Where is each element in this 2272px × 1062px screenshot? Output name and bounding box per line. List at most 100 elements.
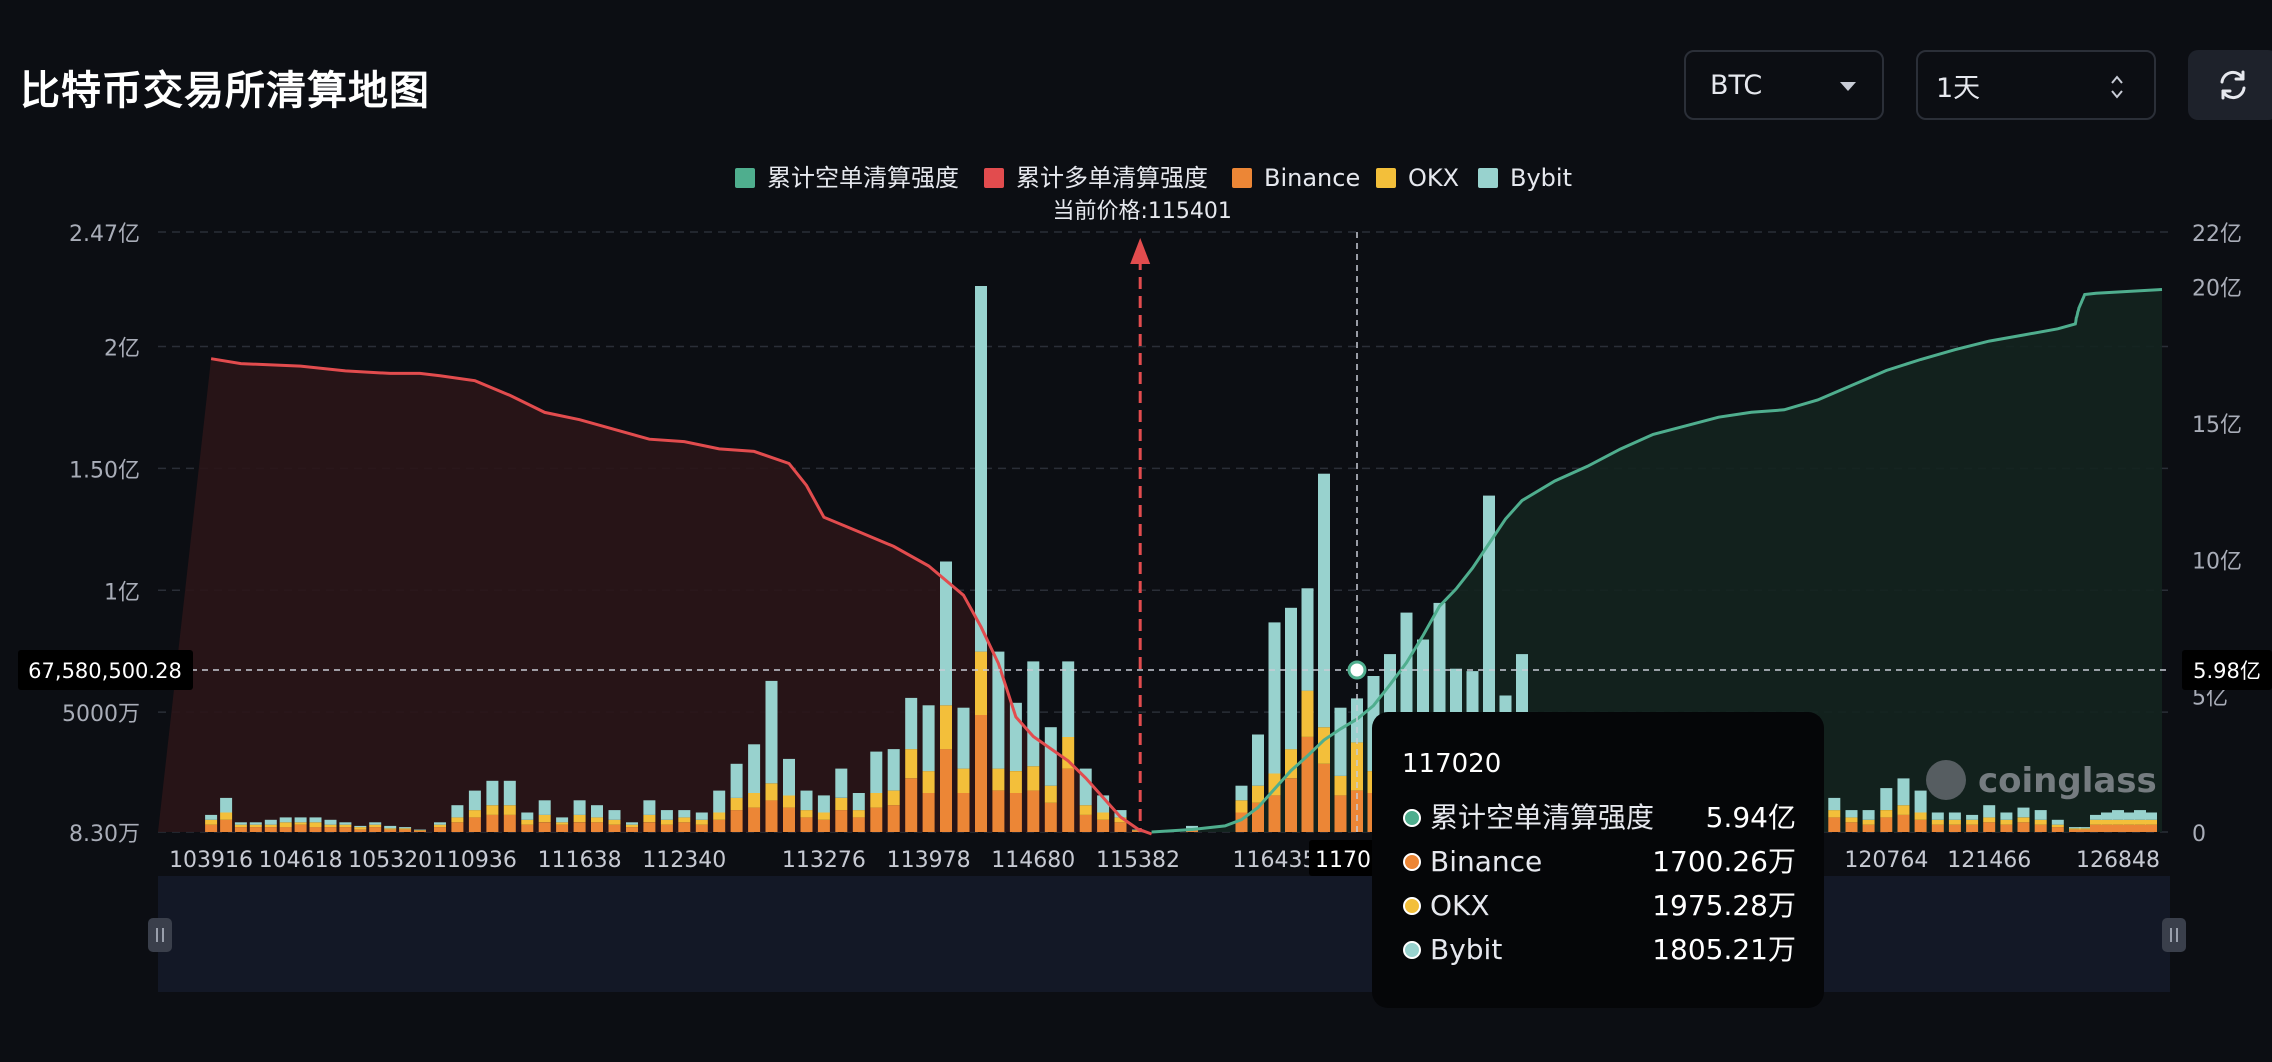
bar-binance[interactable] (2112, 824, 2124, 832)
bar-binance[interactable] (713, 819, 726, 832)
bar-bybit[interactable] (905, 697, 918, 750)
bar-bybit[interactable] (1983, 805, 1996, 818)
bar-okx[interactable] (324, 824, 337, 828)
bar-okx[interactable] (234, 824, 247, 828)
bar-bybit[interactable] (249, 822, 262, 825)
bar-bybit[interactable] (309, 817, 322, 823)
bar-binance[interactable] (660, 824, 673, 832)
bar-binance[interactable] (1845, 822, 1858, 832)
bar-okx[interactable] (713, 812, 726, 820)
bar-okx[interactable] (451, 817, 464, 823)
bar-okx[interactable] (1097, 812, 1110, 820)
bar-bybit[interactable] (765, 680, 778, 784)
bar-binance[interactable] (730, 810, 743, 832)
bar-okx[interactable] (1268, 773, 1281, 796)
bar-okx[interactable] (800, 810, 813, 818)
bar-binance[interactable] (1268, 795, 1281, 832)
bar-okx[interactable] (975, 651, 987, 715)
bar-binance[interactable] (1027, 790, 1040, 832)
bar-binance[interactable] (451, 822, 464, 832)
range-slider[interactable] (158, 876, 2170, 992)
bar-bybit[interactable] (1186, 825, 1198, 829)
bar-okx[interactable] (2134, 819, 2146, 825)
bar-bybit[interactable] (2051, 819, 2064, 825)
bar-okx[interactable] (626, 824, 638, 828)
bar-binance[interactable] (905, 778, 918, 832)
legend-swatch[interactable] (1376, 168, 1396, 188)
bar-bybit[interactable] (2034, 810, 2047, 820)
bar-okx[interactable] (486, 805, 499, 815)
bar-okx[interactable] (279, 822, 292, 828)
bar-binance[interactable] (369, 827, 382, 832)
bar-bybit[interactable] (503, 780, 516, 806)
bar-binance[interactable] (852, 817, 865, 832)
bar-bybit[interactable] (975, 286, 987, 652)
bar-bybit[interactable] (1062, 661, 1075, 737)
bar-bybit[interactable] (1516, 654, 1528, 728)
bar-okx[interactable] (384, 828, 397, 830)
bar-bybit[interactable] (817, 795, 830, 813)
bar-okx[interactable] (1948, 819, 1961, 825)
bar-binance[interactable] (2145, 824, 2157, 832)
bar-okx[interactable] (1334, 775, 1347, 796)
bar-binance[interactable] (940, 749, 952, 832)
bar-okx[interactable] (1914, 812, 1927, 820)
bar-bybit[interactable] (2134, 810, 2146, 820)
bar-okx[interactable] (748, 793, 761, 808)
bar-okx[interactable] (468, 810, 481, 818)
bar-bybit[interactable] (730, 763, 743, 798)
bar-bybit[interactable] (643, 800, 656, 815)
bar-bybit[interactable] (538, 800, 551, 815)
bar-binance[interactable] (591, 822, 603, 832)
bar-okx[interactable] (1931, 819, 1944, 825)
bar-bybit[interactable] (957, 707, 970, 769)
bar-okx[interactable] (1079, 805, 1092, 815)
bar-bybit[interactable] (800, 790, 813, 811)
bar-bybit[interactable] (1845, 810, 1858, 818)
bar-bybit[interactable] (1948, 812, 1961, 820)
bar-bybit[interactable] (1433, 602, 1446, 735)
bar-binance[interactable] (835, 810, 848, 832)
bar-bybit[interactable] (1235, 785, 1248, 801)
bar-bybit[interactable] (870, 751, 883, 793)
bar-binance[interactable] (626, 827, 638, 832)
bar-bybit[interactable] (748, 744, 761, 793)
bar-bybit[interactable] (264, 819, 277, 825)
bar-binance[interactable] (1966, 824, 1979, 832)
bar-okx[interactable] (521, 819, 534, 825)
bar-binance[interactable] (503, 814, 516, 832)
bar-binance[interactable] (695, 824, 708, 832)
bar-okx[interactable] (1862, 819, 1875, 825)
bar-binance[interactable] (1828, 817, 1841, 832)
bar-binance[interactable] (783, 807, 795, 832)
bar-binance[interactable] (1097, 819, 1110, 832)
bar-okx[interactable] (2079, 828, 2091, 830)
bar-binance[interactable] (1914, 819, 1927, 832)
range-handle-right[interactable] (2162, 918, 2186, 952)
bar-binance[interactable] (205, 824, 218, 832)
bar-binance[interactable] (765, 800, 778, 832)
bar-okx[interactable] (2000, 819, 2013, 825)
bar-okx[interactable] (1301, 690, 1314, 737)
bar-bybit[interactable] (835, 768, 848, 798)
bar-bybit[interactable] (1914, 790, 1927, 813)
bar-okx[interactable] (957, 768, 970, 793)
bar-okx[interactable] (2017, 817, 2030, 823)
bar-okx[interactable] (695, 819, 708, 825)
bar-bybit[interactable] (468, 790, 481, 811)
bar-binance[interactable] (887, 805, 900, 832)
bar-bybit[interactable] (1334, 707, 1347, 776)
bar-okx[interactable] (730, 797, 743, 811)
bar-binance[interactable] (234, 827, 247, 832)
bar-okx[interactable] (591, 817, 603, 823)
bar-bybit[interactable] (486, 780, 499, 806)
bar-binance[interactable] (556, 824, 569, 832)
bar-binance[interactable] (1044, 802, 1057, 832)
bar-bybit[interactable] (678, 810, 691, 818)
bar-bybit[interactable] (324, 819, 337, 825)
bar-okx[interactable] (294, 822, 307, 825)
bar-okx[interactable] (887, 790, 900, 806)
bar-binance[interactable] (643, 822, 656, 832)
bar-binance[interactable] (354, 829, 367, 832)
legend-swatch[interactable] (735, 168, 755, 188)
